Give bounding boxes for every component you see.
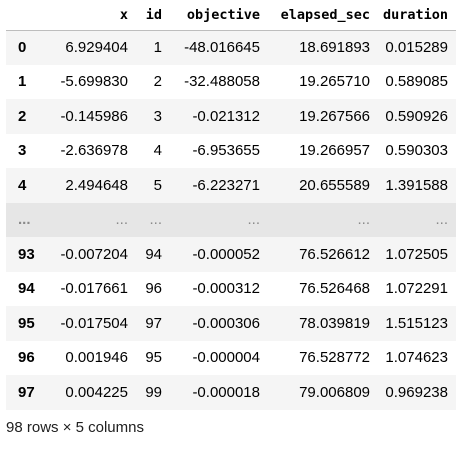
cell-elapsed-sec: 18.691893 <box>299 39 370 56</box>
table-row: 96 0.001946 95 -0.000004 76.528772 1.074623 <box>6 340 456 375</box>
column-header-id: id <box>136 0 170 31</box>
row-index: 94 <box>18 280 35 298</box>
row-index: 95 <box>18 314 35 332</box>
cell-elapsed-sec: 19.265710 <box>299 73 370 91</box>
cell-duration: 0.589085 <box>385 73 448 91</box>
shape-summary: 98 rows × 5 columns <box>6 419 144 436</box>
cell-duration: 0.015289 <box>385 39 448 56</box>
table-row: 94 -0.017661 96 -0.000312 76.526468 1.072291 <box>6 271 456 306</box>
cell-objective: -0.000018 <box>192 383 260 401</box>
column-header-duration: duration <box>378 0 456 31</box>
cell-elapsed-sec: 79.006809 <box>299 383 370 401</box>
cell-duration: 1.072505 <box>385 245 448 263</box>
cell-duration: 0.969238 <box>385 383 448 401</box>
cell-id: 4 <box>153 142 162 160</box>
row-index: 3 <box>18 142 27 160</box>
cell-id: 5 <box>153 176 162 194</box>
cell-objective: ... <box>247 211 260 229</box>
cell-x: -5.699830 <box>60 73 128 91</box>
row-index: 93 <box>18 245 35 263</box>
cell-x: -0.145986 <box>60 107 128 125</box>
cell-id: 96 <box>145 280 162 298</box>
cell-x: -0.007204 <box>60 245 128 263</box>
table-row: 3 -2.636978 4 -6.953655 19.266957 0.590303 <box>6 133 456 168</box>
cell-objective: -0.000312 <box>192 280 260 298</box>
cell-duration: 1.391588 <box>385 176 448 194</box>
table-row: 0 6.929404 1 -48.016645 18.691893 0.015289 <box>6 30 456 65</box>
cell-elapsed-sec: 78.039819 <box>299 314 370 332</box>
cell-id: 3 <box>153 107 162 125</box>
cell-elapsed-sec: 19.266957 <box>299 142 370 160</box>
row-index: ... <box>18 211 31 229</box>
dataframe-table: x id objective elapsed_sec duration 0 6.9… <box>6 0 456 410</box>
cell-x: ... <box>115 211 128 229</box>
table-body: 0 6.929404 1 -48.016645 18.691893 0.015289 1 -5… <box>6 30 456 410</box>
table-row: 1 -5.699830 2 -32.488058 19.265710 0.589085 <box>6 64 456 99</box>
table-row: 2 -0.145986 3 -0.021312 19.267566 0.590926 <box>6 99 456 134</box>
cell-objective: -32.488058 <box>184 73 260 91</box>
cell-duration: 1.515123 <box>385 314 448 332</box>
row-index: 0 <box>18 39 27 56</box>
cell-id: 2 <box>153 73 162 91</box>
cell-duration: 0.590926 <box>385 107 448 125</box>
table-row: 4 2.494648 5 -6.223271 20.655589 1.391588 <box>6 168 456 203</box>
cell-elapsed-sec: 76.526468 <box>299 280 370 298</box>
header-row: x id objective elapsed_sec duration <box>6 0 456 31</box>
cell-objective: -0.000306 <box>192 314 260 332</box>
cell-objective: -6.953655 <box>192 142 260 160</box>
cell-id: 99 <box>145 383 162 401</box>
cell-objective: -0.000004 <box>192 349 260 367</box>
cell-x: 2.494648 <box>65 176 128 194</box>
cell-x: -2.636978 <box>60 142 128 160</box>
cell-objective: -48.016645 <box>184 39 260 56</box>
cell-duration: ... <box>435 211 448 229</box>
row-index: 2 <box>18 107 27 125</box>
cell-objective: -0.021312 <box>192 107 260 125</box>
cell-id: 95 <box>145 349 162 367</box>
column-header-objective: objective <box>170 0 268 31</box>
dataframe-output: x id objective elapsed_sec duration 0 6.9… <box>6 0 456 410</box>
table-row: 95 -0.017504 97 -0.000306 78.039819 1.515123 <box>6 306 456 341</box>
cell-x: 0.001946 <box>65 349 128 367</box>
cell-objective: -6.223271 <box>192 176 260 194</box>
cell-elapsed-sec: 76.528772 <box>299 349 370 367</box>
column-header-x: x <box>44 0 136 31</box>
cell-elapsed-sec: 76.526612 <box>299 245 370 263</box>
cell-x: -0.017661 <box>60 280 128 298</box>
ellipsis-row: .................. <box>6 202 456 237</box>
cell-duration: 1.072291 <box>385 280 448 298</box>
cell-duration: 1.074623 <box>385 349 448 367</box>
cell-elapsed-sec: 20.655589 <box>299 176 370 194</box>
row-index: 1 <box>18 73 27 91</box>
cell-id: 97 <box>145 314 162 332</box>
cell-objective: -0.000052 <box>192 245 260 263</box>
cell-elapsed-sec: ... <box>357 211 370 229</box>
cell-x: 6.929404 <box>65 39 128 56</box>
cell-id: ... <box>149 211 162 229</box>
cell-x: -0.017504 <box>60 314 128 332</box>
table-row: 97 0.004225 99 -0.000018 79.006809 0.969238 <box>6 375 456 410</box>
row-index: 97 <box>18 383 35 401</box>
column-header-elapsed-sec: elapsed_sec <box>268 0 378 31</box>
cell-elapsed-sec: 19.267566 <box>299 107 370 125</box>
row-index: 4 <box>18 176 27 194</box>
cell-duration: 0.590303 <box>385 142 448 160</box>
cell-id: 1 <box>153 39 162 56</box>
column-header-index <box>6 0 44 31</box>
cell-id: 94 <box>145 245 162 263</box>
cell-x: 0.004225 <box>65 383 128 401</box>
table-row: 93 -0.007204 94 -0.000052 76.526612 1.072505 <box>6 237 456 272</box>
row-index: 96 <box>18 349 35 367</box>
